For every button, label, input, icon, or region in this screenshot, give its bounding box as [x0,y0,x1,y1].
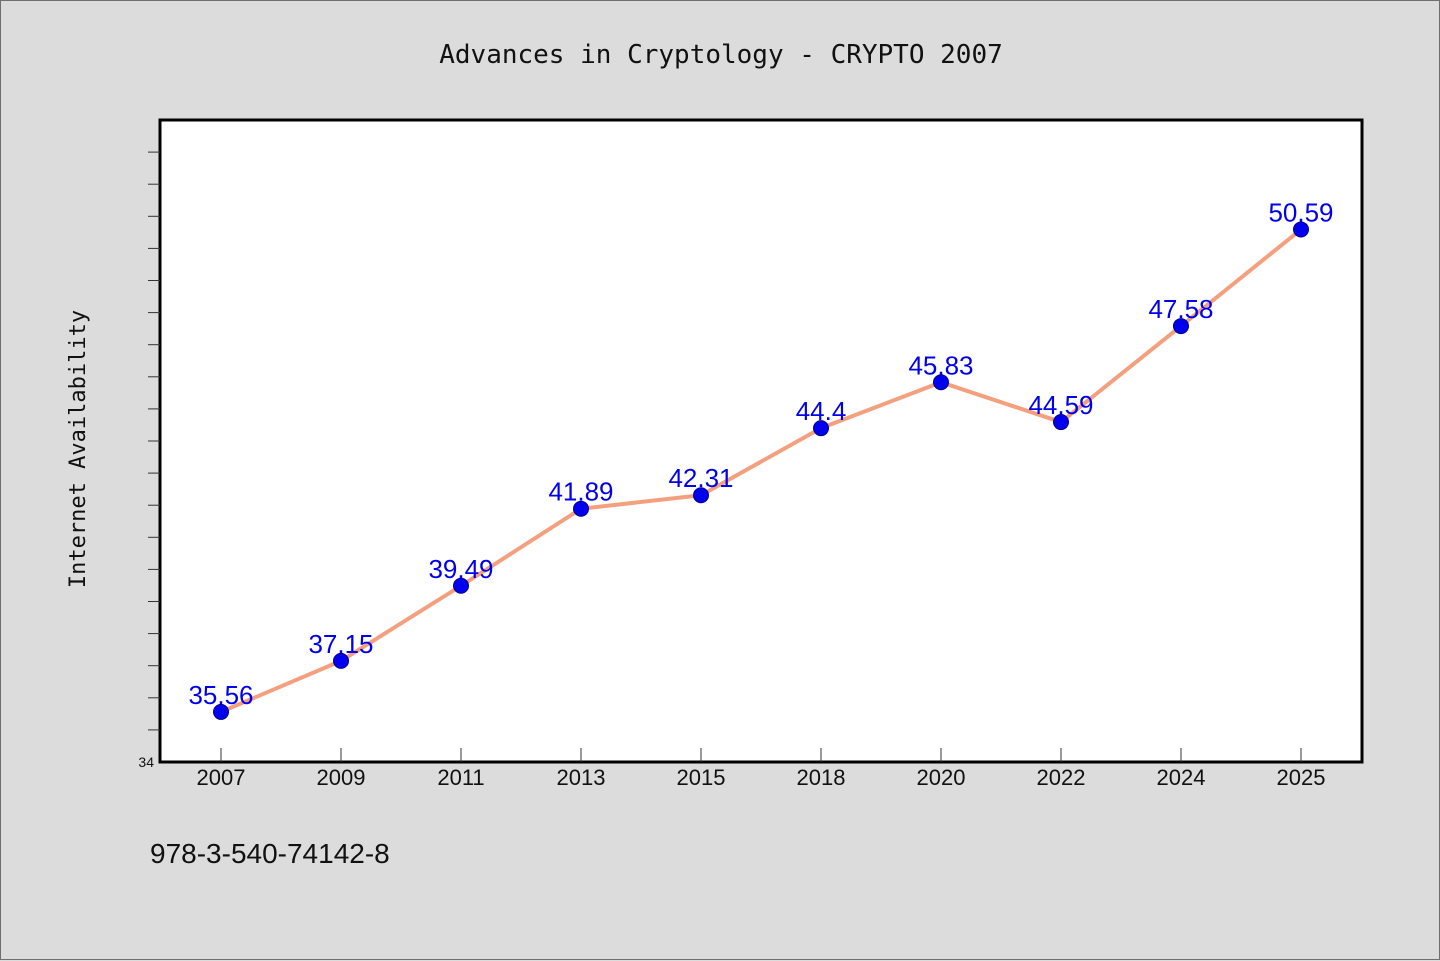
y-tick-label: 34 [138,754,154,770]
data-point [333,652,349,669]
plot-area [158,118,1364,764]
data-point [213,703,229,720]
data-label: 44.4 [796,396,847,426]
data-label: 44.59 [1028,390,1093,420]
x-tick-label: 2015 [677,765,726,790]
series-line [219,227,1303,714]
data-point [1293,221,1309,238]
chart-title: Advances in Cryptology - CRYPTO 2007 [439,40,1003,70]
series-layer: 35.56 37.15 39.49 41.89 42.31 44.4 45.83 44.59 4… [188,197,1334,720]
x-tick-label: 2025 [1277,765,1326,790]
data-point [1053,414,1069,431]
y-axis-label: Internet Availability [66,310,91,588]
x-tick-label: 2013 [557,765,606,790]
x-tick-label: 2024 [1157,765,1206,790]
data-label: 37.15 [308,629,373,659]
x-axis-ticks: 2007 2009 2011 2013 2015 2018 2020 2022 2024 2025 [197,748,1326,790]
data-label: 50.59 [1268,197,1333,227]
data-point [813,420,829,437]
data-label: 47.58 [1148,294,1213,324]
data-point [933,374,949,391]
x-tick-label: 2009 [317,765,366,790]
data-label: 45.83 [908,350,973,380]
x-tick-label: 2011 [437,765,484,790]
x-tick-label: 2007 [197,765,246,790]
x-tick-label: 2020 [917,765,966,790]
y-axis-ticks: 34 [138,151,160,770]
x-tick-label: 2018 [797,765,846,790]
data-label: 39.49 [428,554,493,584]
data-point [1173,318,1189,335]
data-point [453,577,469,594]
data-label: 41.89 [548,477,613,507]
data-point [693,487,709,504]
data-label: 35.56 [188,680,253,710]
x-tick-label: 2022 [1037,765,1086,790]
data-point [573,500,589,517]
isbn-footer: 978-3-540-74142-8 [150,838,390,869]
data-label: 42.31 [668,463,733,493]
